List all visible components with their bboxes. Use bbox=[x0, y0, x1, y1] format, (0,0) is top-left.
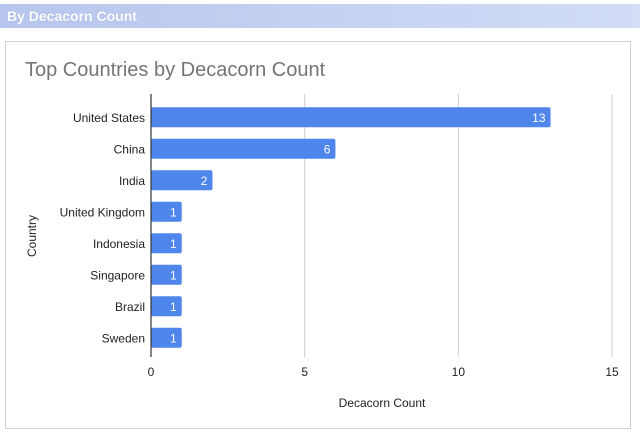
x-tick-label: 10 bbox=[452, 365, 466, 379]
y-tick-label: Singapore bbox=[90, 268, 145, 282]
bar-value-label: 6 bbox=[324, 142, 331, 156]
bar bbox=[151, 233, 182, 254]
x-axis-title: Decacorn Count bbox=[339, 396, 426, 410]
bar-value-label: 2 bbox=[201, 174, 208, 188]
bar-value-label: 1 bbox=[170, 331, 177, 345]
x-tick-label: 0 bbox=[148, 365, 155, 379]
bar-value-label: 13 bbox=[532, 111, 546, 125]
bar bbox=[151, 327, 182, 348]
bar-value-label: 1 bbox=[170, 300, 177, 314]
section-header: By Decacorn Count bbox=[0, 4, 640, 28]
y-axis-title: Country bbox=[25, 215, 39, 257]
bar-value-label: 1 bbox=[170, 237, 177, 251]
bars bbox=[151, 107, 551, 348]
chart-title: Top Countries by Decacorn Count bbox=[25, 59, 326, 81]
bar bbox=[151, 107, 551, 128]
y-tick-label: United States bbox=[73, 111, 145, 125]
y-tick-label: India bbox=[119, 174, 145, 188]
y-tick-label: Indonesia bbox=[93, 237, 145, 251]
bar bbox=[151, 201, 182, 222]
data-labels: 13 6 2 1 1 1 1 1 bbox=[170, 111, 546, 346]
bar bbox=[151, 296, 182, 317]
bar-value-label: 1 bbox=[170, 205, 177, 219]
y-tick-label: United Kingdom bbox=[60, 205, 145, 219]
y-axis-tick-labels: United States China India United Kingdom Ind… bbox=[60, 111, 146, 346]
y-tick-label: Brazil bbox=[115, 300, 145, 314]
x-tick-label: 5 bbox=[301, 365, 308, 379]
section-header-title: By Decacorn Count bbox=[7, 8, 137, 24]
x-axis-tick-labels: 0 5 10 15 bbox=[148, 365, 619, 379]
gridlines bbox=[304, 94, 613, 357]
bar bbox=[151, 138, 336, 159]
chart-card bbox=[5, 41, 631, 429]
y-tick-label: China bbox=[114, 142, 146, 156]
x-tick-label: 15 bbox=[605, 365, 619, 379]
bar bbox=[151, 170, 213, 191]
bar bbox=[151, 264, 182, 285]
y-tick-label: Sweden bbox=[102, 331, 145, 345]
bar-value-label: 1 bbox=[170, 268, 177, 282]
